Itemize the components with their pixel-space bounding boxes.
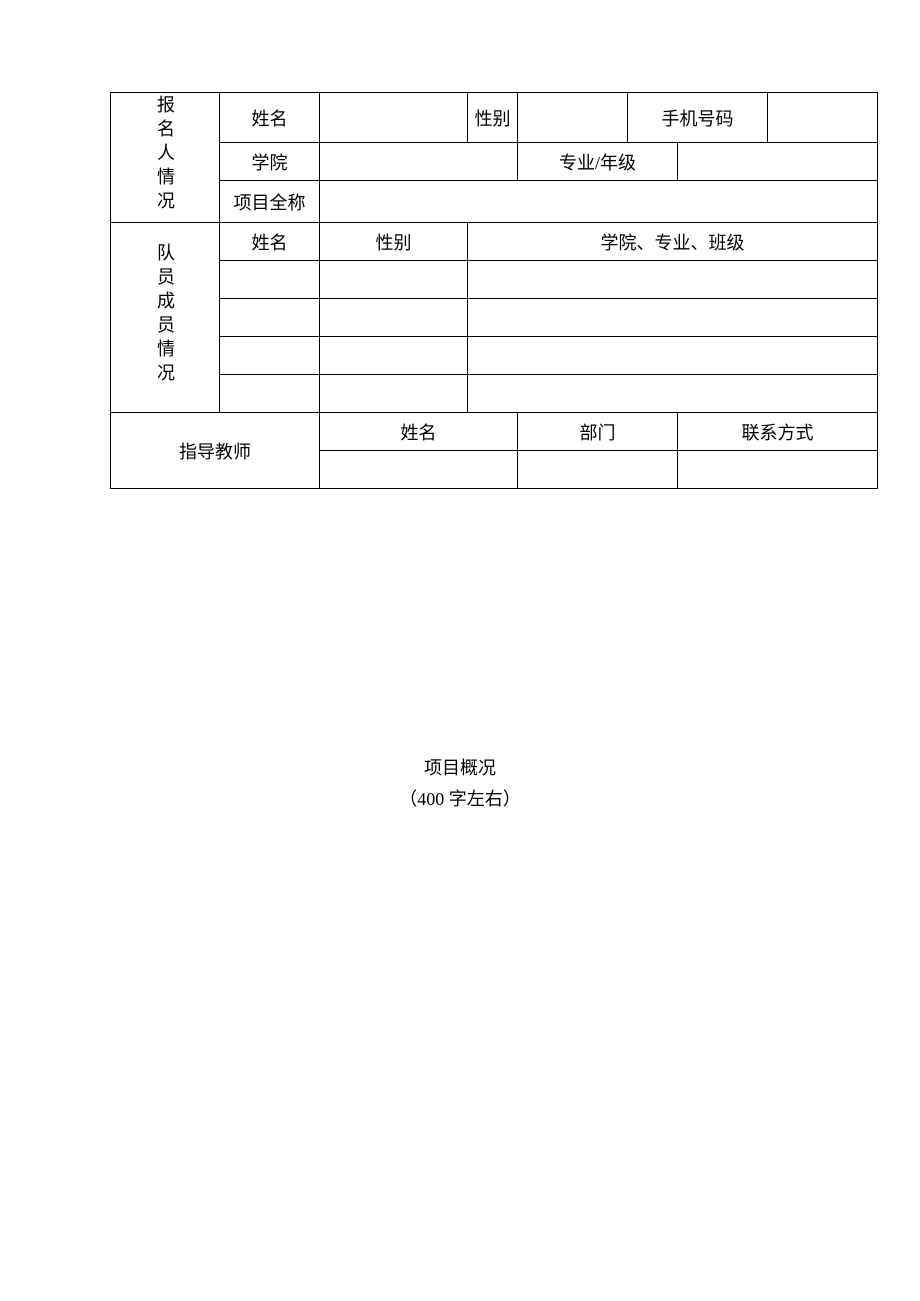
field-project[interactable]	[320, 181, 878, 223]
team-row-name[interactable]	[220, 337, 320, 375]
advisor-header-name: 姓名	[320, 413, 518, 451]
team-row-name[interactable]	[220, 299, 320, 337]
overview-note: （400 字左右）	[0, 784, 920, 815]
project-overview: 项目概况 （400 字左右）	[0, 753, 920, 814]
team-row-class[interactable]	[468, 299, 878, 337]
team-row-class[interactable]	[468, 375, 878, 413]
team-row-name[interactable]	[220, 375, 320, 413]
label-project: 项目全称	[220, 181, 320, 223]
label-college: 学院	[220, 143, 320, 181]
advisor-header-contact: 联系方式	[678, 413, 878, 451]
field-gender[interactable]	[518, 93, 628, 143]
label-major-year: 专业/年级	[518, 143, 678, 181]
advisor-field-contact[interactable]	[678, 451, 878, 489]
team-section-label: 队员成员情况	[111, 223, 220, 413]
team-row-class[interactable]	[468, 337, 878, 375]
team-row-gender[interactable]	[320, 375, 468, 413]
advisor-field-name[interactable]	[320, 451, 518, 489]
label-gender: 性别	[468, 93, 518, 143]
team-header-name: 姓名	[220, 223, 320, 261]
team-row-class[interactable]	[468, 261, 878, 299]
field-college[interactable]	[320, 143, 518, 181]
label-name: 姓名	[220, 93, 320, 143]
label-phone: 手机号码	[628, 93, 768, 143]
team-header-gender: 性别	[320, 223, 468, 261]
advisor-header-dept: 部门	[518, 413, 678, 451]
field-phone[interactable]	[768, 93, 878, 143]
registration-table: 报名人情况 姓名 性别 手机号码 学院 专业/年级 项目全称 队员成员情况 姓名…	[110, 92, 878, 489]
team-row-gender[interactable]	[320, 337, 468, 375]
field-name[interactable]	[320, 93, 468, 143]
advisor-label: 指导教师	[111, 413, 320, 489]
team-row-gender[interactable]	[320, 261, 468, 299]
team-row-name[interactable]	[220, 261, 320, 299]
advisor-field-dept[interactable]	[518, 451, 678, 489]
team-row-gender[interactable]	[320, 299, 468, 337]
field-major-year[interactable]	[678, 143, 878, 181]
team-header-class: 学院、专业、班级	[468, 223, 878, 261]
applicant-section-label: 报名人情况	[111, 93, 220, 223]
overview-title: 项目概况	[0, 753, 920, 784]
